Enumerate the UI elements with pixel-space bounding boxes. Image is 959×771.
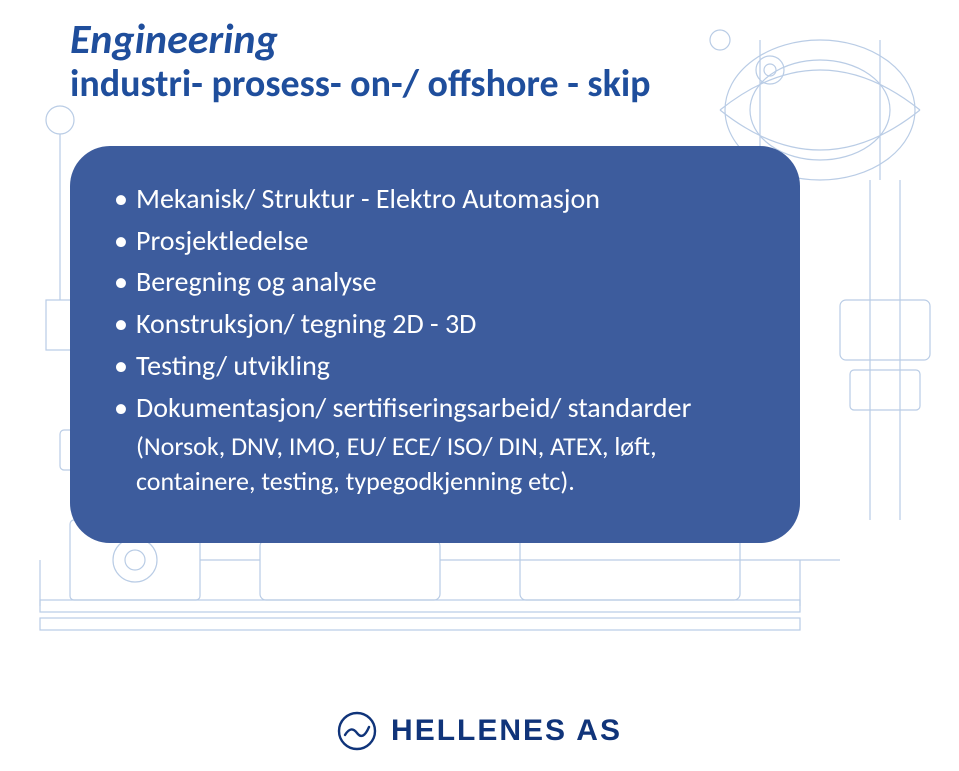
list-item: Konstruksjon/ tegning 2D - 3D <box>114 305 756 343</box>
bullet-subtext: (Norsok, DNV, IMO, EU/ ECE/ ISO/ DIN, AT… <box>136 429 756 499</box>
bullet-text: Testing/ utvikling <box>136 348 330 383</box>
list-item: Testing/ utvikling <box>114 347 756 385</box>
list-item: Prosjektledelse <box>114 222 756 260</box>
list-item: Beregning og analyse <box>114 263 756 301</box>
logo-area: HELLENES AS <box>0 711 959 751</box>
info-card: Mekanisk/ Struktur - Elektro Automasjon … <box>70 146 800 543</box>
bullet-text: Prosjektledelse <box>136 223 308 258</box>
page-title: Engineering <box>70 18 899 62</box>
logo-text: HELLENES AS <box>391 714 622 748</box>
list-item: Dokumentasjon/ sertifiseringsarbeid/ sta… <box>114 389 756 499</box>
bullet-text: Beregning og analyse <box>136 264 377 299</box>
bullet-text: Dokumentasjon/ sertifiseringsarbeid/ sta… <box>136 390 691 425</box>
list-item: Mekanisk/ Struktur - Elektro Automasjon <box>114 180 756 218</box>
slide-content: Engineering industri- prosess- on-/ offs… <box>0 0 959 543</box>
company-logo: HELLENES AS <box>337 711 622 751</box>
page-subtitle: industri- prosess- on-/ offshore - skip <box>70 64 899 106</box>
bullet-text: Konstruksjon/ tegning 2D - 3D <box>136 306 476 341</box>
bullet-text: Mekanisk/ Struktur - Elektro Automasjon <box>136 181 600 216</box>
bullet-list: Mekanisk/ Struktur - Elektro Automasjon … <box>114 180 756 499</box>
logo-icon <box>337 711 377 751</box>
